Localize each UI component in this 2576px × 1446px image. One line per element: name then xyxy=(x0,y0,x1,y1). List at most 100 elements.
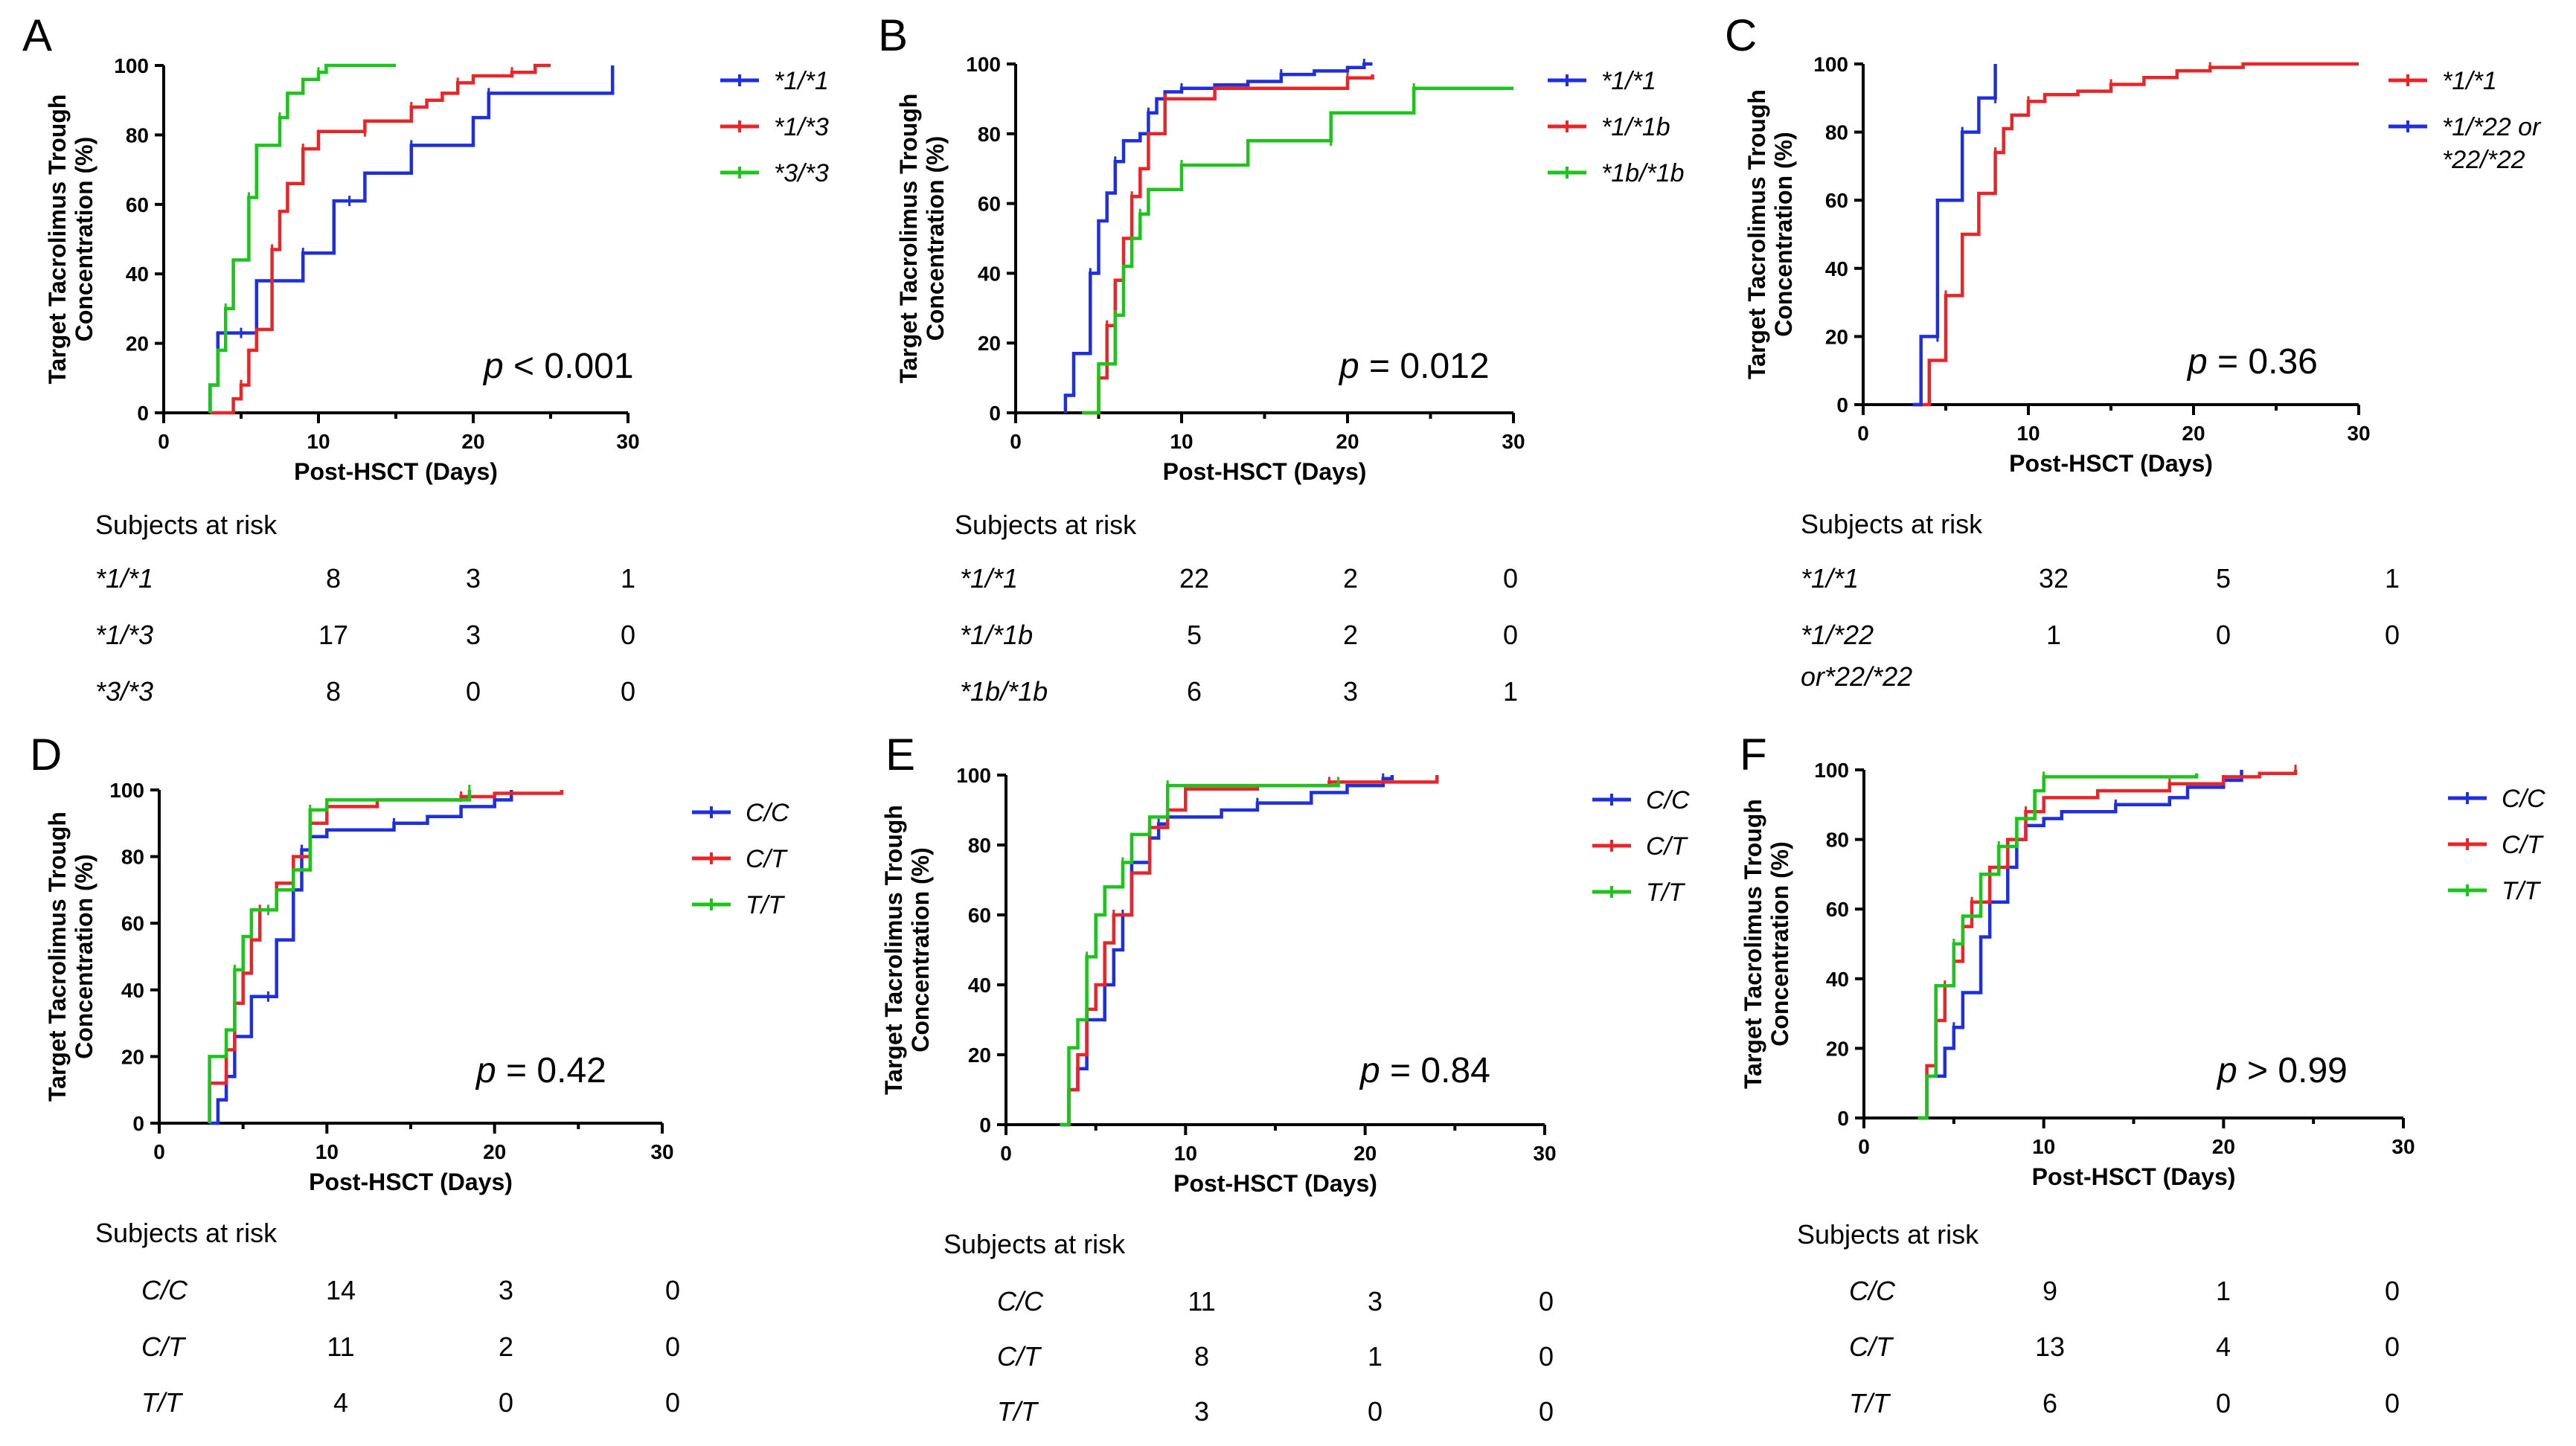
risk-table-title: Subjects at risk xyxy=(943,1229,1126,1259)
legend-label: T/T xyxy=(1646,878,1685,907)
legend-entry: C/C xyxy=(1592,786,1690,814)
legend-entry: C/T xyxy=(692,845,788,873)
legend-label: C/C xyxy=(746,799,789,827)
legend-entry: C/C xyxy=(692,799,789,827)
y-tick-label: 20 xyxy=(968,1044,991,1067)
x-tick-label: 10 xyxy=(2016,422,2040,445)
x-tick-label: 0 xyxy=(1010,430,1022,453)
y-axis-title-line: Concentration (%) xyxy=(1766,841,1793,1047)
risk-row: *1/*1 32 5 1 xyxy=(1801,563,2400,594)
risk-count: 1 xyxy=(2385,563,2400,594)
p-value: p > 0.99 xyxy=(2216,1051,2348,1090)
x-tick-label: 10 xyxy=(315,1140,339,1163)
p-number: < 0.001 xyxy=(504,347,634,386)
risk-count: 1 xyxy=(621,563,635,594)
legend-entry: *1b/*1b xyxy=(1548,159,1685,187)
legend-entry: *1/*3 xyxy=(720,113,829,141)
legend-label-line: *1/*1 xyxy=(774,67,829,95)
y-axis-title-line: Concentration (%) xyxy=(922,136,949,341)
legend-entry: *3/*3 xyxy=(720,159,829,187)
y-axis-title-line: Target Tacrolimus Trough xyxy=(44,812,71,1102)
series-line xyxy=(1917,770,2243,1120)
x-axis-title: Post-HSCT (Days) xyxy=(309,1169,513,1195)
risk-row: *1/*1 22 2 0 xyxy=(960,563,1518,594)
x-tick-label: 20 xyxy=(1353,1142,1377,1165)
risk-table-title: Subjects at risk xyxy=(1801,509,1983,539)
legend-label-line: T/T xyxy=(746,891,785,919)
risk-count: 0 xyxy=(466,676,481,707)
risk-table-title: Subjects at risk xyxy=(955,510,1137,540)
p-value: p = 0.84 xyxy=(1359,1051,1490,1090)
x-tick-label: 10 xyxy=(307,430,330,453)
series-line xyxy=(1917,773,2199,1120)
x-tick-label: 30 xyxy=(1533,1142,1556,1165)
risk-row: *1/*22 or*22/*22 1 0 0 xyxy=(1801,620,2400,692)
y-tick-label: 100 xyxy=(966,53,1001,76)
risk-group: *1/*22 xyxy=(1801,620,1874,650)
panel-label: C xyxy=(1725,10,1757,60)
risk-count: 17 xyxy=(318,620,348,650)
risk-count: 32 xyxy=(2039,563,2069,594)
risk-count: 3 xyxy=(1194,1396,1209,1427)
x-axis-title: Post-HSCT (Days) xyxy=(294,458,498,485)
legend-label: *1b/*1b xyxy=(1601,159,1685,187)
risk-group: *1/*1 xyxy=(95,563,153,594)
legend-label-line: C/C xyxy=(1646,786,1690,814)
legend-label: *1/*1 xyxy=(774,67,829,95)
risk-group: T/T xyxy=(141,1387,184,1418)
series-line xyxy=(209,790,513,1125)
y-tick-label: 100 xyxy=(1814,759,1849,782)
series-line xyxy=(1912,62,2359,407)
series-line xyxy=(1063,62,1373,413)
risk-count: 0 xyxy=(1539,1286,1554,1317)
risk-count: 0 xyxy=(1368,1396,1382,1427)
y-tick-label: 80 xyxy=(1826,829,1849,852)
y-tick-label: 100 xyxy=(1813,53,1848,76)
y-axis-title: Target Tacrolimus TroughConcentration (%… xyxy=(44,812,97,1102)
risk-group: C/T xyxy=(141,1331,187,1362)
x-tick-label: 0 xyxy=(153,1140,165,1163)
y-axis-title-line: Target Tacrolimus Trough xyxy=(1743,89,1770,379)
p-number: = 0.36 xyxy=(2208,342,2318,382)
legend-label-line: C/T xyxy=(746,845,788,873)
y-tick-label: 40 xyxy=(968,974,991,997)
x-tick-label: 20 xyxy=(1336,430,1359,453)
risk-table-title: Subjects at risk xyxy=(95,1218,278,1248)
legend-entry: *1/*1b xyxy=(1548,113,1670,141)
legend-label-line: *1/*22 or xyxy=(2442,113,2542,141)
risk-group: C/C xyxy=(141,1275,188,1305)
series-line xyxy=(208,65,615,413)
legend-label: C/T xyxy=(1646,832,1688,861)
y-tick-label: 80 xyxy=(978,123,1001,146)
series-line xyxy=(208,790,472,1123)
y-tick-label: 20 xyxy=(978,332,1001,355)
y-tick-label: 40 xyxy=(978,262,1001,285)
risk-count: 0 xyxy=(665,1275,680,1305)
legend-entry: C/T xyxy=(1592,832,1688,861)
risk-row: C/T 13 4 0 xyxy=(1849,1331,2400,1362)
legend-label: C/T xyxy=(746,845,788,873)
risk-count: 3 xyxy=(1368,1286,1382,1317)
legend-label-line: C/T xyxy=(1646,832,1688,861)
series-line xyxy=(208,63,396,413)
risk-table-title: Subjects at risk xyxy=(1797,1219,1979,1250)
legend-label-line: C/C xyxy=(746,799,789,827)
x-tick-label: 10 xyxy=(1174,1142,1197,1165)
y-axis-title: Target Tacrolimus TroughConcentration (%… xyxy=(44,94,97,385)
legend-label-line: *3/*3 xyxy=(774,159,829,187)
x-tick-label: 30 xyxy=(616,430,639,453)
risk-group: T/T xyxy=(997,1396,1039,1427)
risk-group: C/C xyxy=(1849,1276,1896,1306)
risk-row: C/T 11 2 0 xyxy=(141,1331,680,1362)
series-line xyxy=(1082,74,1374,415)
risk-group-line2: or*22/*22 xyxy=(1801,661,1912,692)
y-tick-label: 100 xyxy=(956,764,991,787)
y-axis-title-line: Concentration (%) xyxy=(71,137,97,342)
legend-label-line: T/T xyxy=(1646,878,1685,907)
risk-count: 2 xyxy=(1343,620,1358,650)
legend-label: *1/*1 xyxy=(2442,67,2497,95)
risk-count: 3 xyxy=(466,563,481,594)
risk-count: 6 xyxy=(1187,676,1202,707)
